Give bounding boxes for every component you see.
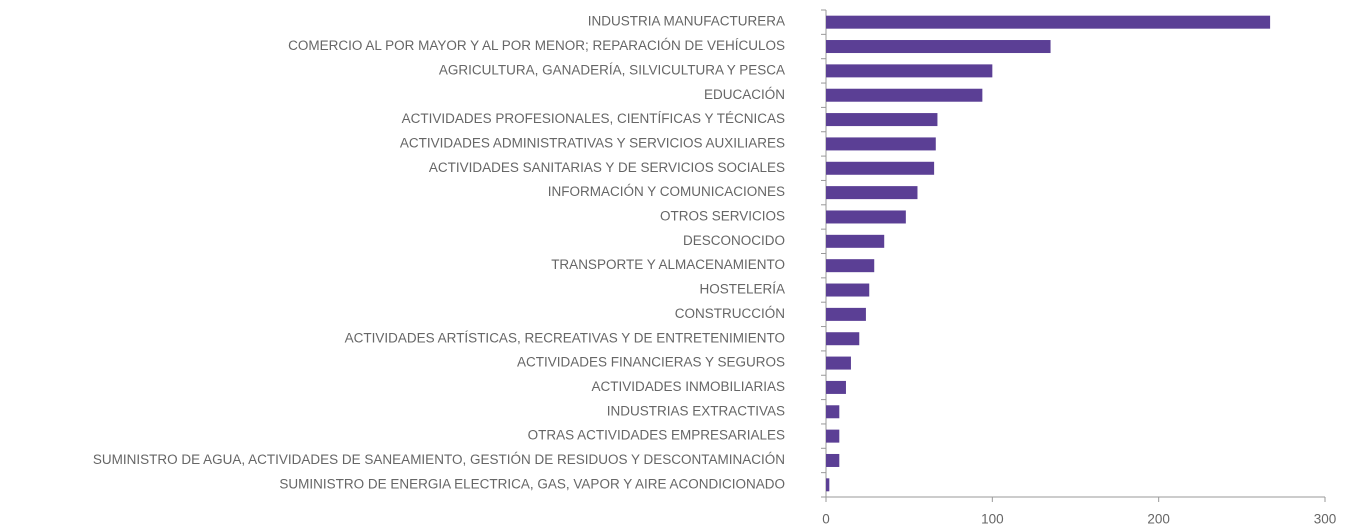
y-tick-label: ACTIVIDADES FINANCIERAS Y SEGUROS <box>517 355 785 370</box>
bar <box>826 283 870 297</box>
y-tick-label: OTROS SERVICIOS <box>660 209 785 224</box>
y-tick-label: ACTIVIDADES INMOBILIARIAS <box>591 379 785 394</box>
bar <box>826 88 983 102</box>
bar <box>826 356 851 370</box>
bar <box>826 405 840 419</box>
bar <box>826 15 1271 29</box>
y-tick-label: SUMINISTRO DE ENERGIA ELECTRICA, GAS, VA… <box>279 476 785 491</box>
bar <box>826 307 866 321</box>
bar <box>826 478 830 492</box>
bar <box>826 64 993 78</box>
y-tick-label: TRANSPORTE Y ALMACENAMIENTO <box>551 257 785 272</box>
y-tick-label: ACTIVIDADES ARTÍSTICAS, RECREATIVAS Y DE… <box>345 330 785 345</box>
bar <box>826 234 885 248</box>
x-tick-label: 100 <box>981 512 1004 527</box>
y-tick-label: ACTIVIDADES PROFESIONALES, CIENTÍFICAS Y… <box>402 111 785 126</box>
y-tick-label: INFORMACIÓN Y COMUNICACIONES <box>548 184 785 199</box>
bar <box>826 453 840 467</box>
bar <box>826 210 906 224</box>
bar <box>826 186 918 200</box>
y-tick-label: ACTIVIDADES SANITARIAS Y DE SERVICIOS SO… <box>429 160 785 175</box>
bar <box>826 40 1051 54</box>
y-tick-label: AGRICULTURA, GANADERÍA, SILVICULTURA Y P… <box>439 62 785 77</box>
x-tick-label: 0 <box>822 512 830 527</box>
y-tick-label: COMERCIO AL POR MAYOR Y AL POR MENOR; RE… <box>288 38 785 53</box>
x-tick-label: 300 <box>1314 512 1337 527</box>
y-tick-label: ACTIVIDADES ADMINISTRATIVAS Y SERVICIOS … <box>400 135 785 150</box>
y-tick-label: INDUSTRIA MANUFACTURERA <box>588 14 785 29</box>
y-tick-label: OTRAS ACTIVIDADES EMPRESARIALES <box>528 428 785 443</box>
bar <box>826 429 840 443</box>
bar <box>826 113 938 127</box>
y-tick-label: CONSTRUCCIÓN <box>675 306 785 321</box>
bar <box>826 259 875 273</box>
bar <box>826 137 936 151</box>
x-tick-label: 200 <box>1147 512 1170 527</box>
y-tick-label: INDUSTRIAS EXTRACTIVAS <box>607 403 785 418</box>
y-tick-label: HOSTELERÍA <box>699 282 785 297</box>
bar <box>826 161 935 175</box>
y-tick-label: DESCONOCIDO <box>683 233 785 248</box>
y-tick-label: EDUCACIÓN <box>704 87 785 102</box>
y-tick-label: SUMINISTRO DE AGUA, ACTIVIDADES DE SANEA… <box>93 452 785 467</box>
bar <box>826 380 846 394</box>
bar <box>826 332 860 346</box>
